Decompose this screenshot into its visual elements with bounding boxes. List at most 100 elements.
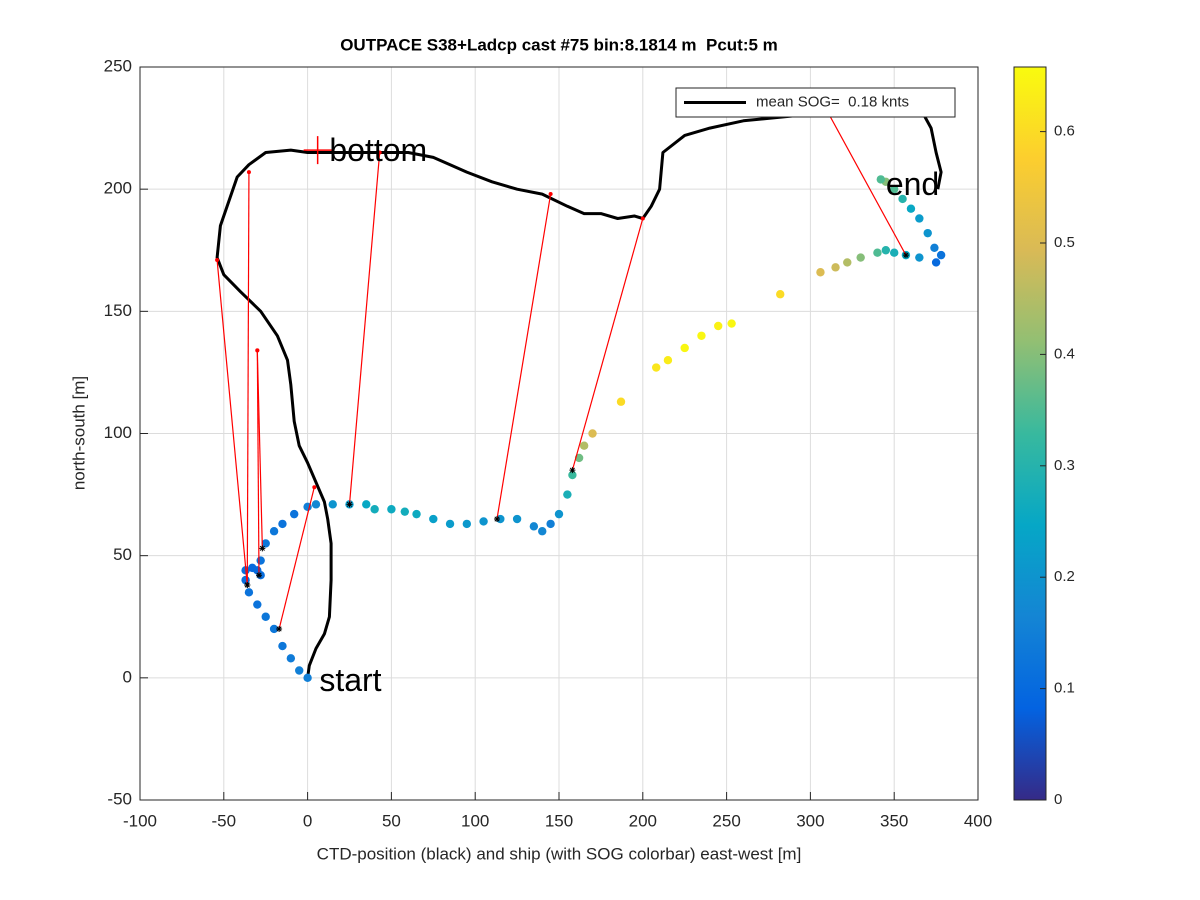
bottom-marker (303, 136, 332, 165)
ship-point (546, 519, 555, 529)
x-tick-label: 150 (545, 811, 573, 830)
ship-point (269, 624, 279, 634)
ctd-line (215, 109, 943, 679)
x-tick-label: 0 (303, 811, 312, 830)
link-line (216, 259, 248, 586)
ship-point (244, 588, 254, 597)
link-end (377, 150, 382, 155)
colorbar-tick-label: 0.3 (1054, 457, 1075, 474)
x-tick-label: 200 (629, 811, 657, 830)
colorbar-tick-label: 0.1 (1054, 680, 1075, 697)
ship-point (898, 194, 907, 204)
ship-point (890, 184, 899, 194)
ship-point (831, 263, 840, 272)
ship-point (873, 248, 882, 257)
ship-point (579, 441, 589, 450)
x-tick-label: 100 (461, 811, 489, 830)
y-tick-label: 0 (123, 667, 132, 686)
ship-point (278, 519, 287, 529)
annotation: end (886, 166, 939, 202)
y-tick-label: 100 (104, 423, 132, 442)
x-tick-label: -100 (123, 811, 157, 830)
x-tick-label: 300 (796, 811, 824, 830)
x-tick-label: -50 (212, 811, 237, 830)
ship-point (936, 250, 946, 260)
ship-point (652, 363, 661, 372)
link-end (640, 216, 645, 221)
link-line (571, 218, 644, 471)
link-line (496, 193, 552, 520)
link-line (348, 152, 381, 505)
ship-point (269, 527, 279, 536)
y-tick-label: -50 (107, 789, 132, 808)
annotation: start (319, 662, 381, 698)
ship-point (930, 243, 939, 253)
y-axis-label: north-south [m] (69, 376, 88, 490)
x-axis-label: CTD-position (black) and ship (with SOG … (317, 844, 802, 863)
colorbar-ticks: 0 0.1 0.2 0.3 0.4 0.5 0.6 (1040, 123, 1075, 808)
y-tick-label: 50 (113, 545, 132, 564)
ship-point (697, 331, 706, 340)
ship-point (906, 204, 916, 213)
link-start-star (255, 572, 262, 579)
ship-point (876, 175, 885, 184)
ship-point (714, 321, 723, 331)
colorbar-tick-label: 0.6 (1054, 123, 1075, 140)
ship-point (931, 258, 941, 267)
ship-point (923, 228, 932, 238)
y-tick-label: 150 (104, 301, 132, 320)
colorbar-tick-label: 0.5 (1054, 234, 1075, 251)
link-start-star (276, 625, 283, 632)
ship-point (370, 505, 379, 514)
ship-point (387, 505, 396, 514)
ship-point (295, 666, 304, 675)
ship-point (462, 519, 472, 529)
ship-point (256, 556, 265, 565)
link-line (256, 350, 260, 576)
link-end (548, 192, 553, 197)
ship-point (856, 253, 865, 262)
ship-point (328, 500, 337, 509)
link-line (256, 350, 263, 549)
x-tick-label: 50 (382, 811, 401, 830)
ship-point (303, 673, 312, 683)
ship-point (479, 517, 488, 526)
colorbar-tick-label: 0 (1054, 791, 1062, 808)
colorbar-tick-label: 0.4 (1054, 345, 1075, 362)
ship-point (915, 253, 924, 262)
annotation: bottom (329, 132, 427, 168)
legend: mean SOG= 0.18 knts (675, 87, 956, 118)
link-start-star (259, 545, 266, 552)
chart-title: OUTPACE S38+Ladcp cast #75 bin:8.1814 m … (340, 35, 778, 54)
marks: start bottom end (215, 108, 946, 698)
axes-box (139, 66, 979, 801)
ship-point (400, 507, 410, 516)
ship-point (563, 490, 572, 499)
ship-point (568, 470, 577, 480)
link-line (246, 172, 250, 585)
ship-point (588, 429, 597, 438)
x-tick-label: 350 (880, 811, 908, 830)
link-end (255, 348, 260, 353)
link-end (312, 485, 317, 490)
ship-point (776, 290, 785, 299)
ship-point (727, 319, 736, 328)
link-start-star (493, 516, 500, 523)
ship-point (412, 509, 421, 519)
ship-point (512, 514, 522, 524)
ship-point (529, 522, 539, 531)
link-start-star (902, 252, 909, 259)
ship-point (311, 500, 321, 509)
link-end (246, 170, 251, 175)
colorbar-tick-label: 0.2 (1054, 568, 1075, 585)
link-line (826, 110, 907, 256)
link-start-star (244, 581, 251, 588)
ship-point (616, 397, 626, 406)
y-tick-label: 250 (104, 56, 132, 75)
ship-point (915, 214, 924, 223)
ship-point (554, 509, 564, 519)
ship-point (663, 356, 673, 365)
colorbar (1013, 66, 1047, 801)
ship-point (253, 600, 262, 609)
